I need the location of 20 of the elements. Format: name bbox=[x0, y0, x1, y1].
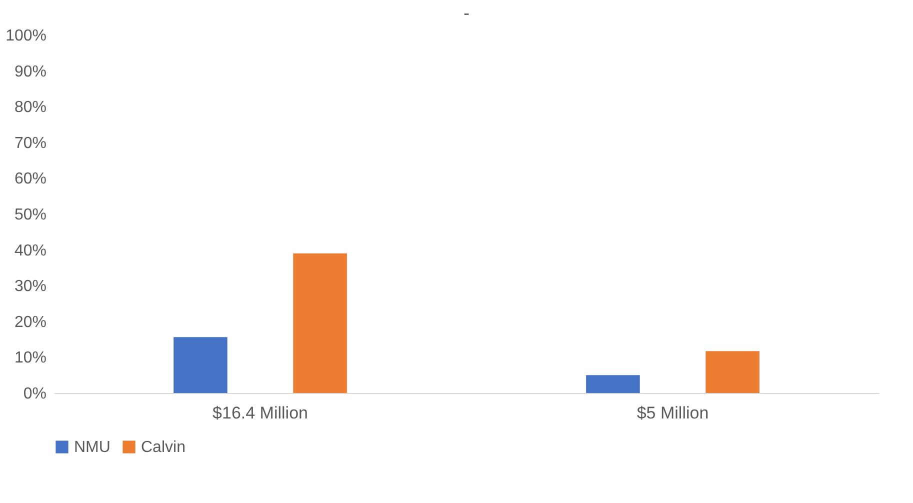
bar bbox=[174, 337, 228, 393]
y-tick-label: 30% bbox=[14, 278, 46, 296]
y-tick-label: 40% bbox=[14, 242, 46, 260]
y-tick-label: 50% bbox=[14, 206, 46, 224]
legend-label: NMU bbox=[74, 439, 110, 456]
y-tick-label: 70% bbox=[14, 134, 46, 152]
y-tick-label: 90% bbox=[14, 63, 46, 80]
bar bbox=[293, 253, 347, 393]
y-tick-label: 0% bbox=[23, 386, 46, 402]
y-tick-label: 80% bbox=[14, 99, 46, 116]
bar bbox=[586, 375, 640, 393]
y-tick-label: 60% bbox=[14, 170, 46, 188]
chart-title: - bbox=[464, 3, 470, 23]
legend-label: Calvin bbox=[141, 439, 186, 456]
x-tick-label: $16.4 Million bbox=[212, 404, 308, 422]
y-tick-label: 20% bbox=[14, 314, 46, 331]
y-tick-label: 10% bbox=[14, 350, 46, 367]
x-tick-label: $5 Million bbox=[636, 404, 709, 422]
bar bbox=[706, 351, 760, 393]
y-tick-label: 100% bbox=[6, 28, 46, 44]
